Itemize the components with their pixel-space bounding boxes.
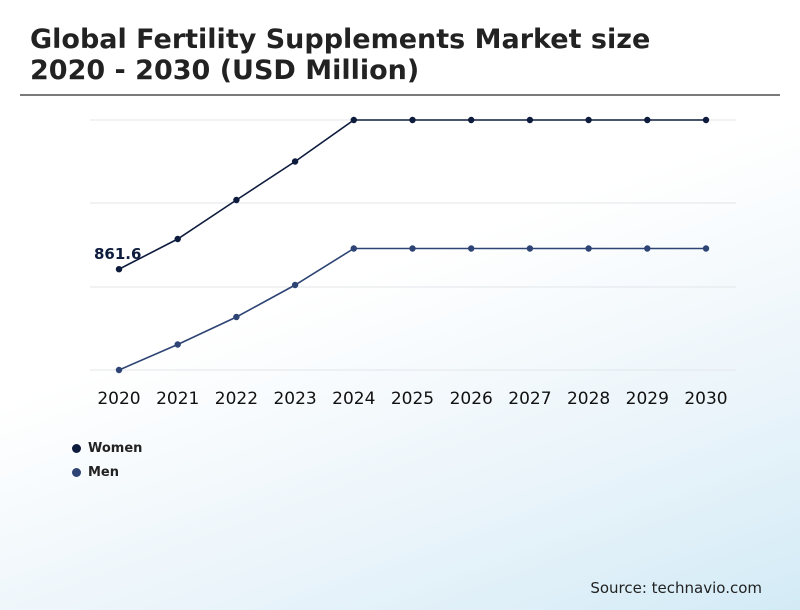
point-men-2022 (233, 313, 240, 321)
point-women-2026 (468, 116, 475, 124)
point-men-2020 (115, 366, 123, 374)
x-tick-2021: 2021 (156, 389, 199, 409)
x-tick-2027: 2027 (508, 389, 551, 409)
point-men-2023 (291, 281, 299, 289)
x-tick-2026: 2026 (450, 389, 493, 409)
x-tick-2024: 2024 (332, 389, 375, 409)
source-note: Source: technavio.com (590, 579, 762, 597)
x-tick-2023: 2023 (273, 389, 316, 409)
title-divider (20, 94, 780, 96)
series-line-men (118, 247, 706, 371)
point-men-2024 (350, 245, 357, 252)
legend-label-men: Men (88, 464, 120, 480)
point-men-2027 (526, 245, 534, 252)
point-women-2028 (585, 116, 592, 124)
point-women-2025 (409, 116, 416, 124)
legend: Women Men (72, 436, 142, 484)
point-women-2020 (115, 266, 123, 273)
point-women-2022 (233, 196, 240, 204)
x-tick-2020: 2020 (97, 389, 140, 409)
point-women-2023 (291, 158, 299, 165)
x-tick-2025: 2025 (391, 389, 434, 409)
legend-dot-men (72, 467, 81, 477)
legend-label-women: Women (88, 440, 143, 456)
x-tick-2022: 2022 (215, 389, 258, 409)
x-tick-2028: 2028 (567, 389, 610, 409)
point-men-2026 (468, 245, 475, 252)
x-tick-2030: 2030 (684, 389, 727, 409)
point-women-2027 (526, 116, 534, 124)
legend-item-men[interactable]: Men (72, 460, 142, 484)
x-axis-ticks: 2020 2021 2022 2023 2024 2025 2026 2027 2028 2029… (97, 389, 727, 409)
point-women-2024 (350, 116, 357, 124)
chart-title: Global Fertility Supplements Market size… (30, 24, 651, 86)
point-women-2030 (702, 116, 710, 124)
line-chart: 861.6 2020 2021 2022 2023 2024 2025 2026 2027 20… (90, 116, 736, 409)
legend-dot-women (72, 443, 81, 453)
point-men-2029 (644, 245, 651, 252)
point-men-2030 (702, 245, 710, 252)
point-men-2021 (174, 341, 181, 348)
legend-item-women[interactable]: Women (72, 436, 142, 460)
series-lines (118, 119, 706, 371)
data-labels: 861.6 (94, 245, 141, 263)
point-men-2025 (409, 245, 416, 252)
data-label-0: 861.6 (94, 245, 141, 263)
x-tick-2029: 2029 (626, 389, 669, 409)
gridlines (90, 119, 736, 371)
point-women-2021 (174, 235, 181, 243)
point-women-2029 (644, 116, 651, 124)
series-points (115, 116, 710, 374)
point-men-2028 (585, 245, 592, 252)
